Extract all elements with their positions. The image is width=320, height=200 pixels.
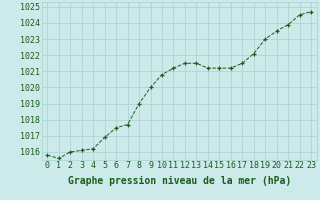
X-axis label: Graphe pression niveau de la mer (hPa): Graphe pression niveau de la mer (hPa)	[68, 176, 291, 186]
